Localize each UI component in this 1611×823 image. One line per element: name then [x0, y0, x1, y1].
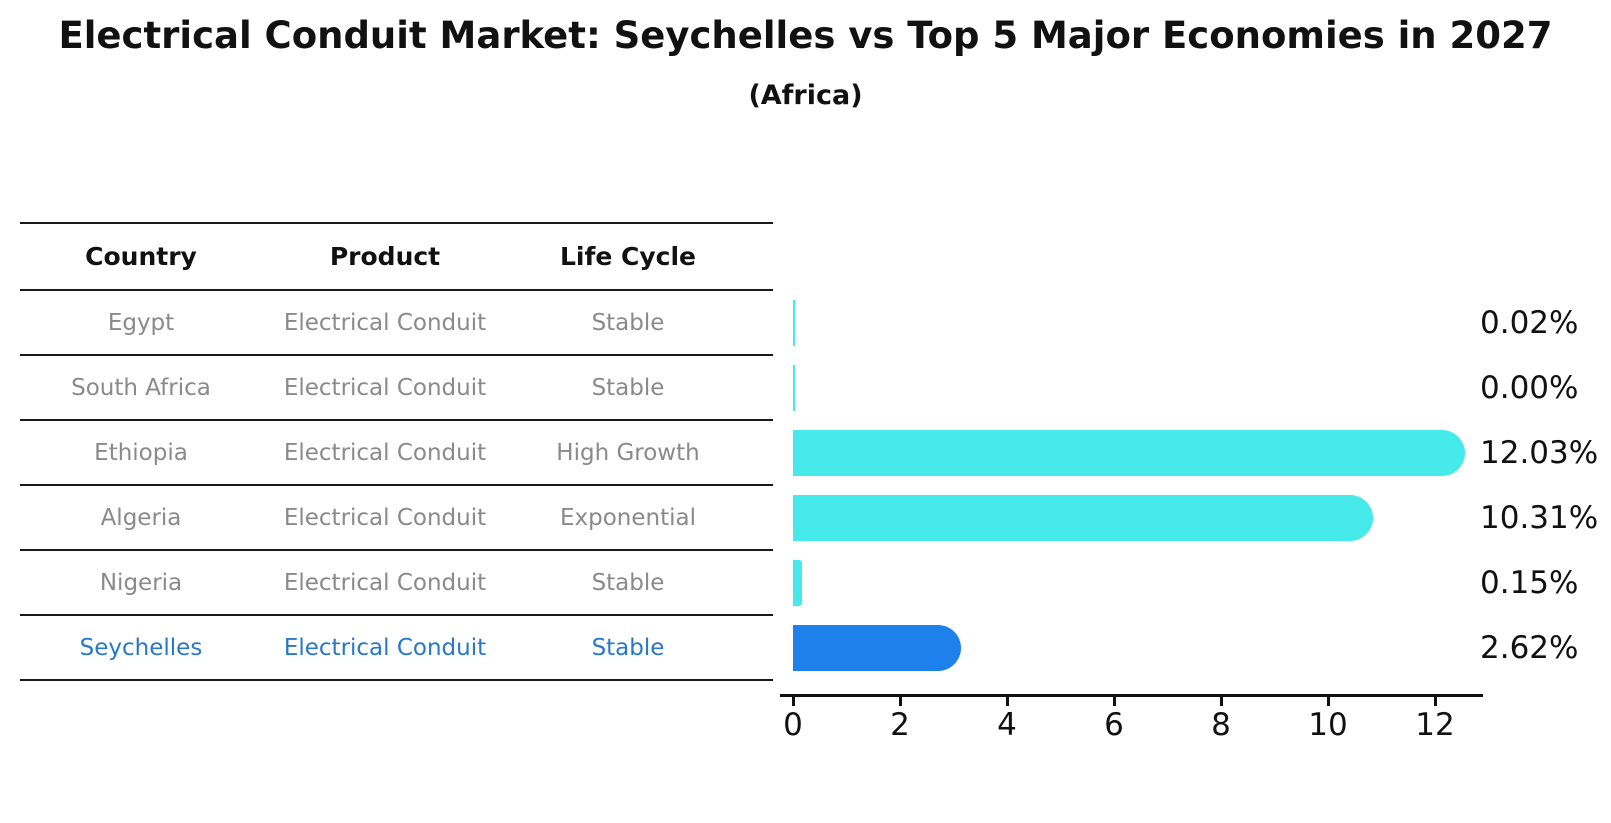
- x-axis-tick: [1219, 695, 1223, 706]
- x-axis-tick: [1326, 695, 1330, 706]
- x-axis-tick-label: 2: [890, 707, 910, 743]
- life-cycle-cell-seychelles: Stable: [591, 634, 665, 661]
- table-divider-line: [20, 614, 773, 616]
- product-cell-nigeria: Electrical Conduit: [283, 569, 487, 596]
- product-cell-south-africa: Electrical Conduit: [283, 374, 487, 401]
- country-cell-ethiopia: Ethiopia: [94, 439, 188, 466]
- product-cell-ethiopia: Electrical Conduit: [283, 439, 487, 466]
- x-axis-tick-label: 6: [1104, 707, 1124, 743]
- life-cycle-cell-algeria: Exponential: [559, 504, 696, 531]
- x-axis-tick: [1005, 695, 1009, 706]
- x-axis-tick-label: 0: [783, 707, 803, 743]
- bar-nigeria: [793, 559, 803, 606]
- bar-value-label-egypt: 0.02%: [1480, 304, 1579, 341]
- x-axis-tick: [1112, 695, 1116, 706]
- table-divider-line: [20, 289, 773, 291]
- x-axis-tick-label: 8: [1211, 707, 1231, 743]
- x-axis-tick: [1433, 695, 1437, 706]
- x-axis-tick-label: 10: [1308, 707, 1348, 743]
- bar-ethiopia: [793, 429, 1465, 476]
- bar-algeria: [793, 494, 1373, 541]
- chart-subtitle: (Africa): [748, 80, 863, 111]
- x-axis-tick: [791, 695, 795, 706]
- life-cycle-cell-south-africa: Stable: [591, 374, 665, 401]
- life-cycle-cell-nigeria: Stable: [591, 569, 665, 596]
- country-cell-seychelles: Seychelles: [79, 634, 203, 661]
- bar-value-label-south-africa: 0.00%: [1480, 369, 1579, 406]
- x-axis-line: [780, 694, 1483, 697]
- country-cell-south-africa: South Africa: [71, 374, 211, 401]
- table-divider-line: [20, 679, 773, 681]
- x-axis-tick-label: 4: [997, 707, 1017, 743]
- bar-south-africa: [793, 364, 795, 411]
- table-divider-line: [20, 354, 773, 356]
- country-cell-nigeria: Nigeria: [99, 569, 183, 596]
- bar-value-label-algeria: 10.31%: [1480, 499, 1599, 536]
- product-cell-algeria: Electrical Conduit: [283, 504, 487, 531]
- bar-seychelles: [793, 624, 962, 671]
- x-axis-tick: [898, 695, 902, 706]
- table-divider-line: [20, 222, 773, 224]
- table-divider-line: [20, 549, 773, 551]
- column-header-product: Product: [329, 242, 441, 271]
- bar-value-label-nigeria: 0.15%: [1480, 564, 1579, 601]
- table-divider-line: [20, 419, 773, 421]
- product-cell-egypt: Electrical Conduit: [283, 309, 487, 336]
- country-cell-algeria: Algeria: [100, 504, 182, 531]
- product-cell-seychelles: Electrical Conduit: [283, 634, 487, 661]
- x-axis-tick-label: 12: [1415, 707, 1455, 743]
- chart-title: Electrical Conduit Market: Seychelles vs…: [58, 14, 1553, 57]
- life-cycle-cell-egypt: Stable: [591, 309, 665, 336]
- column-header-country: Country: [85, 242, 197, 271]
- column-header-life-cycle: Life Cycle: [559, 242, 697, 271]
- bar-value-label-seychelles: 2.62%: [1480, 629, 1579, 666]
- bar-egypt: [793, 299, 795, 346]
- country-cell-egypt: Egypt: [107, 309, 175, 336]
- life-cycle-cell-ethiopia: High Growth: [556, 439, 700, 466]
- bar-value-label-ethiopia: 12.03%: [1480, 434, 1599, 471]
- table-divider-line: [20, 484, 773, 486]
